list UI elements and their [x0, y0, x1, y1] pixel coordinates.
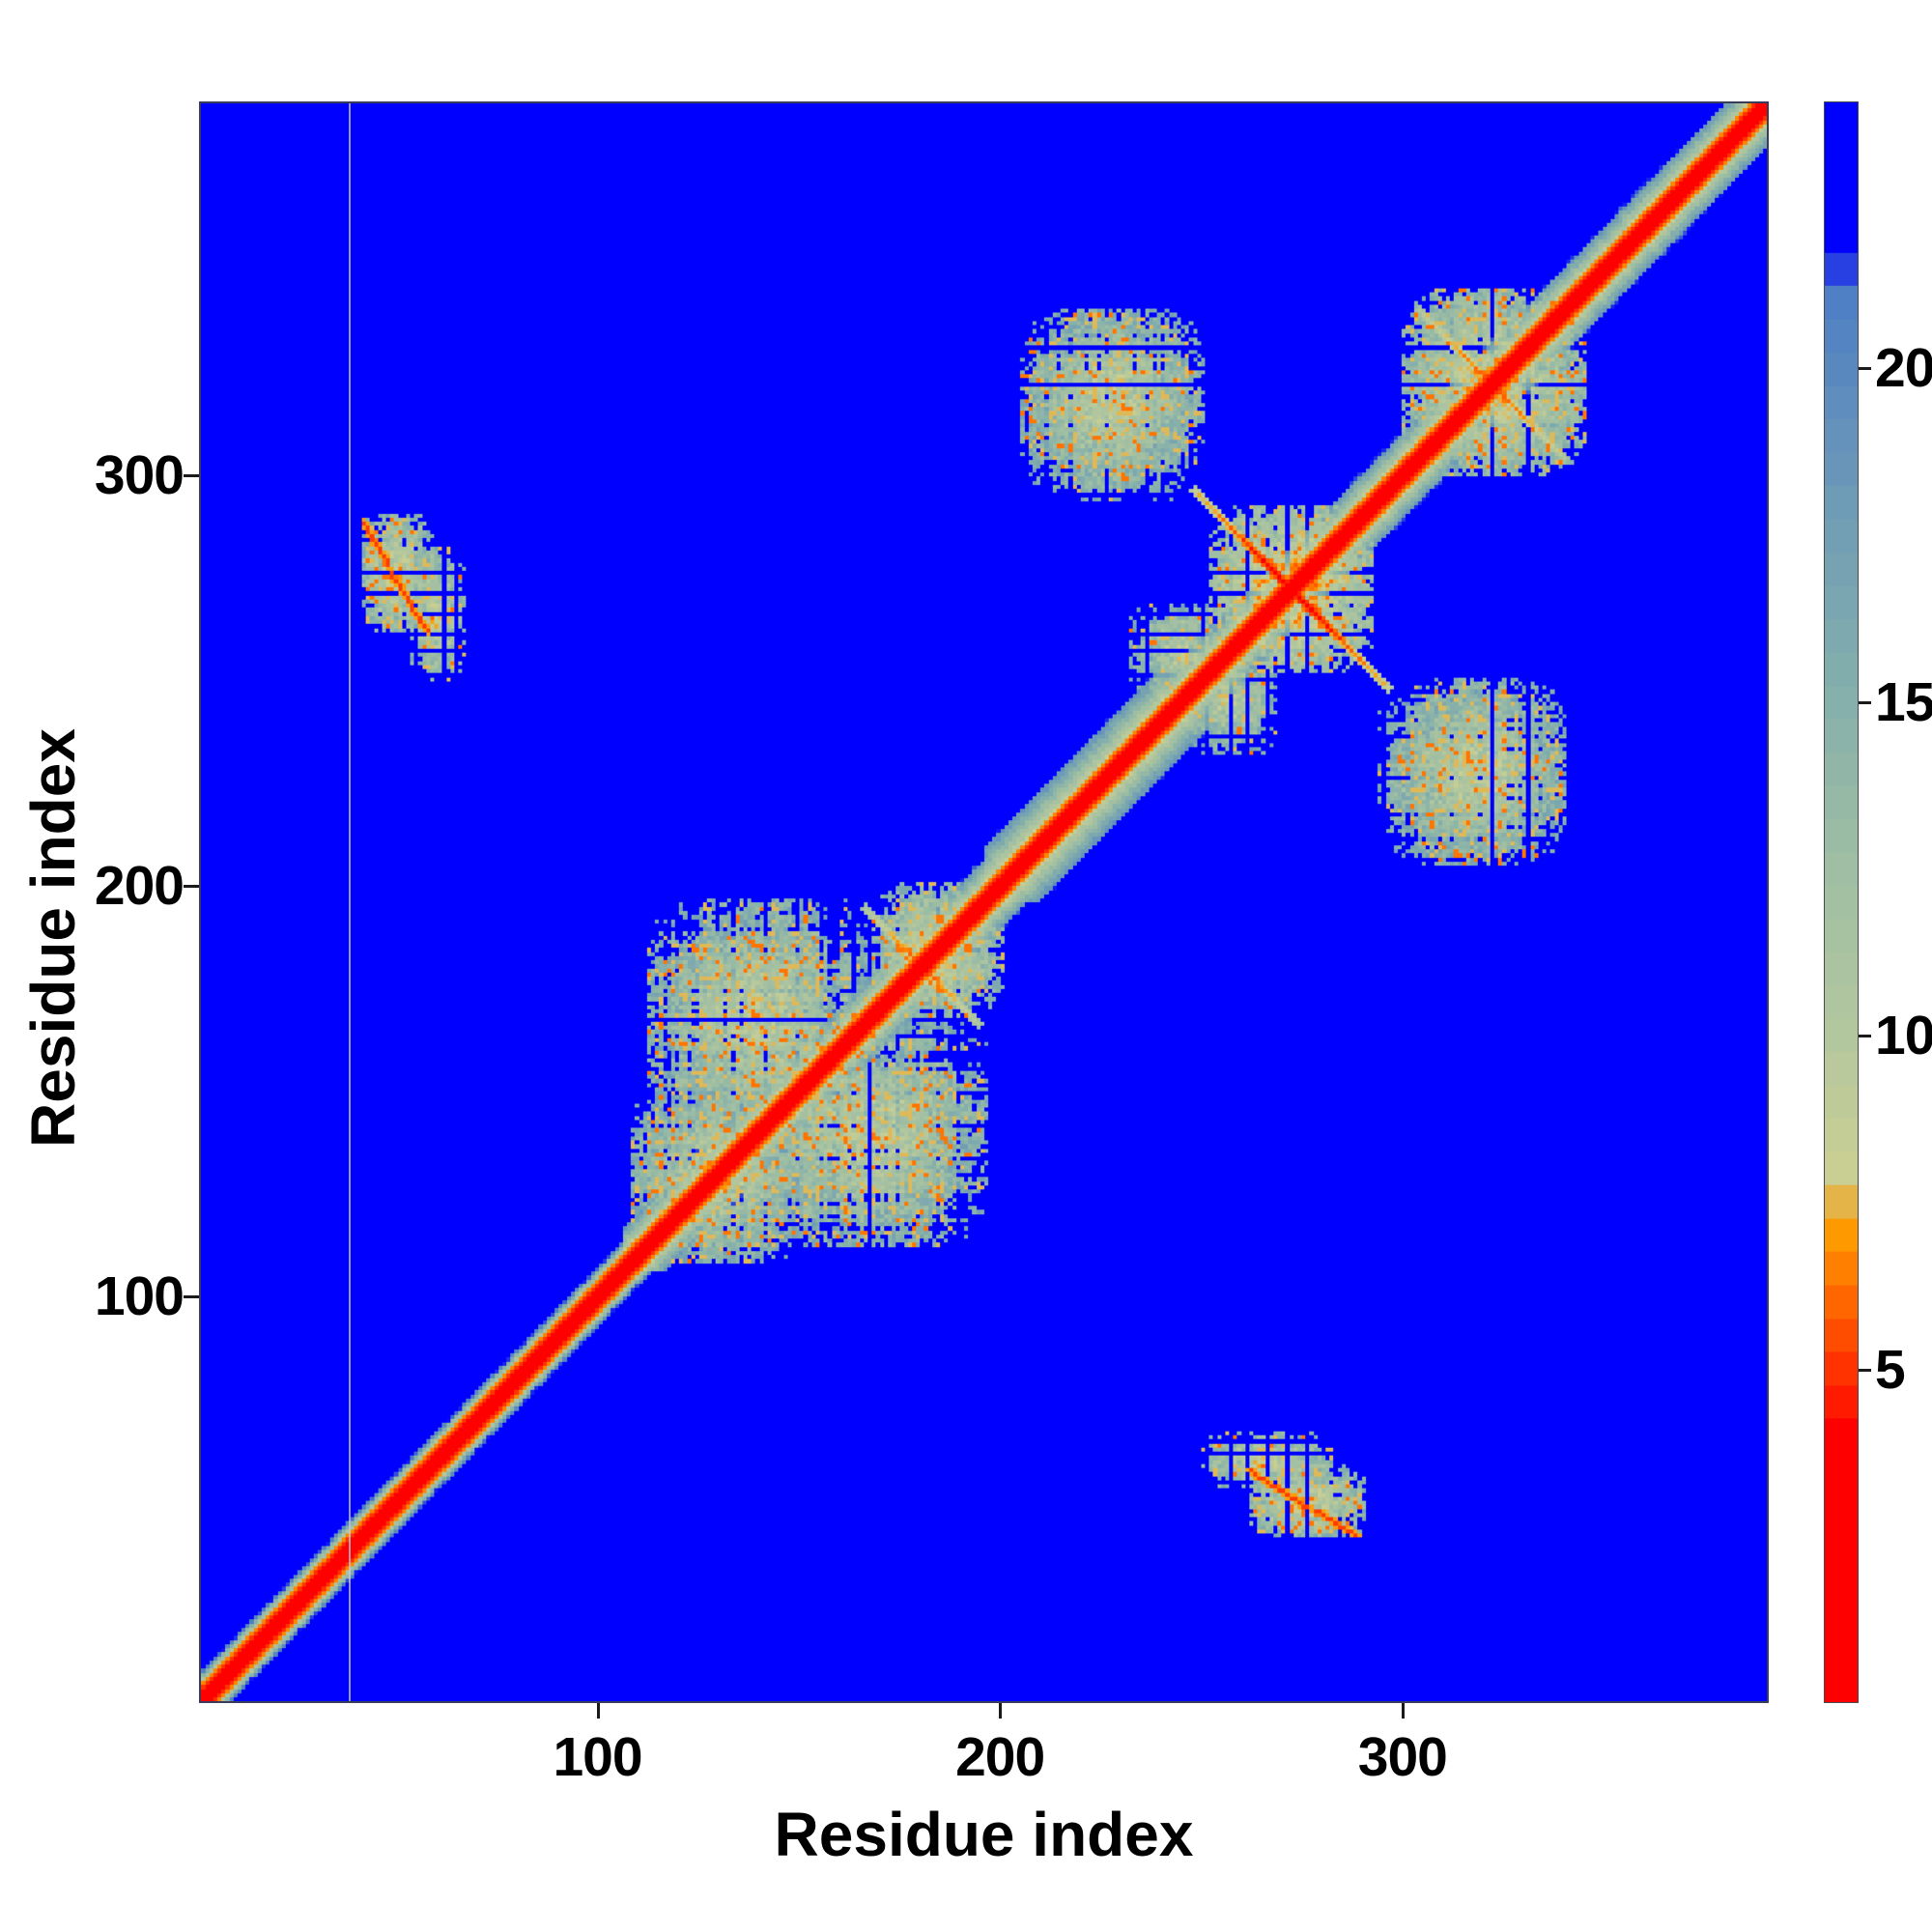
- y-axis-tick: [184, 1295, 199, 1299]
- heatmap-canvas: [201, 103, 1767, 1701]
- y-axis-tick: [184, 884, 199, 888]
- colorbar-tick-label: 15: [1875, 670, 1932, 733]
- y-axis-label: Residue index: [18, 728, 88, 1148]
- y-axis-tick: [184, 473, 199, 477]
- x-axis-tick: [999, 1703, 1003, 1719]
- colorbar-tick: [1859, 1035, 1871, 1038]
- x-axis-tick-label: 200: [955, 1726, 1045, 1788]
- x-axis-tick-label: 300: [1357, 1726, 1448, 1788]
- vertical-guide-line: [349, 103, 351, 1701]
- colorbar: [1824, 101, 1859, 1703]
- x-axis-tick-label: 100: [553, 1726, 642, 1788]
- colorbar-tick: [1859, 700, 1871, 704]
- colorbar-gradient: [1824, 101, 1859, 1703]
- colorbar-tick: [1859, 1368, 1871, 1372]
- colorbar-tick-label: 20: [1875, 337, 1932, 400]
- y-axis-tick-label: 300: [94, 443, 185, 506]
- colorbar-tick: [1859, 367, 1871, 371]
- x-axis-tick: [596, 1703, 600, 1719]
- heatmap-plot-area: [199, 101, 1769, 1703]
- y-axis-tick-label: 100: [94, 1265, 185, 1328]
- colorbar-tick-label: 5: [1875, 1338, 1906, 1401]
- x-axis-tick: [1401, 1703, 1405, 1719]
- y-axis-tick-label: 200: [94, 854, 185, 917]
- x-axis-label: Residue index: [774, 1800, 1194, 1869]
- colorbar-tick-label: 10: [1875, 1005, 1932, 1067]
